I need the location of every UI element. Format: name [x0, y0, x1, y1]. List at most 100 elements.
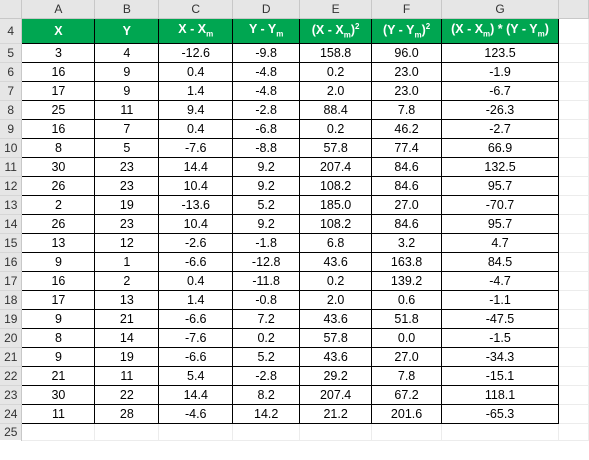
data-cell-c[interactable]: 0.4 [158, 118, 234, 139]
data-cell-a[interactable]: 16 [21, 118, 96, 139]
header-cell[interactable]: (Y - Ym)2 [371, 17, 443, 44]
data-cell-f[interactable]: 84.6 [371, 156, 443, 177]
row-number[interactable]: 6 [0, 62, 23, 82]
data-cell-c[interactable]: -6.6 [158, 308, 234, 329]
data-cell-d[interactable]: -4.8 [232, 80, 301, 101]
data-cell-b[interactable]: 21 [94, 308, 160, 329]
data-cell-e[interactable]: 57.8 [299, 137, 373, 158]
data-cell-d[interactable]: -2.8 [232, 365, 301, 386]
data-cell-g[interactable]: 123.5 [441, 42, 559, 63]
data-cell-f[interactable]: 7.8 [371, 99, 443, 120]
row-number[interactable]: 13 [0, 195, 23, 215]
row-number[interactable]: 24 [0, 404, 23, 424]
data-cell-g[interactable]: -1.1 [441, 289, 559, 310]
data-cell-a[interactable]: 26 [21, 175, 96, 196]
data-cell-b[interactable]: 22 [94, 384, 160, 405]
data-cell-a[interactable]: 9 [21, 346, 96, 367]
data-cell-c[interactable]: 0.4 [158, 270, 234, 291]
empty-cell[interactable] [558, 385, 589, 405]
column-header-a[interactable]: A [21, 0, 96, 19]
data-cell-f[interactable]: 67.2 [371, 384, 443, 405]
data-cell-g[interactable]: 118.1 [441, 384, 559, 405]
empty-cell[interactable] [558, 404, 589, 424]
empty-cell[interactable] [558, 157, 589, 177]
data-cell-e[interactable]: 207.4 [299, 384, 373, 405]
data-cell-d[interactable]: -12.8 [232, 251, 301, 272]
data-cell-c[interactable]: -12.6 [158, 42, 234, 63]
data-cell-b[interactable]: 23 [94, 213, 160, 234]
data-cell-b[interactable]: 5 [94, 137, 160, 158]
data-cell-e[interactable]: 6.8 [299, 232, 373, 253]
data-cell-d[interactable]: 14.2 [232, 403, 301, 424]
data-cell-c[interactable]: 14.4 [158, 156, 234, 177]
empty-cell[interactable] [21, 423, 96, 441]
data-cell-c[interactable]: 5.4 [158, 365, 234, 386]
data-cell-a[interactable]: 16 [21, 61, 96, 82]
data-cell-d[interactable]: -1.8 [232, 232, 301, 253]
row-number[interactable]: 9 [0, 119, 23, 139]
data-cell-c[interactable]: -2.6 [158, 232, 234, 253]
data-cell-d[interactable]: 5.2 [232, 346, 301, 367]
data-cell-d[interactable]: -4.8 [232, 61, 301, 82]
data-cell-e[interactable]: 2.0 [299, 80, 373, 101]
data-cell-d[interactable]: -6.8 [232, 118, 301, 139]
row-number[interactable]: 22 [0, 366, 23, 386]
data-cell-a[interactable]: 9 [21, 251, 96, 272]
data-cell-f[interactable]: 27.0 [371, 194, 443, 215]
data-cell-e[interactable]: 2.0 [299, 289, 373, 310]
data-cell-e[interactable]: 108.2 [299, 213, 373, 234]
data-cell-f[interactable]: 96.0 [371, 42, 443, 63]
data-cell-f[interactable]: 46.2 [371, 118, 443, 139]
data-cell-g[interactable]: -4.7 [441, 270, 559, 291]
data-cell-d[interactable]: -8.8 [232, 137, 301, 158]
data-cell-b[interactable]: 4 [94, 42, 160, 63]
data-cell-b[interactable]: 2 [94, 270, 160, 291]
data-cell-f[interactable]: 0.6 [371, 289, 443, 310]
data-cell-b[interactable]: 9 [94, 80, 160, 101]
data-cell-d[interactable]: -0.8 [232, 289, 301, 310]
data-cell-e[interactable]: 21.2 [299, 403, 373, 424]
data-cell-f[interactable]: 3.2 [371, 232, 443, 253]
data-cell-f[interactable]: 77.4 [371, 137, 443, 158]
data-cell-c[interactable]: 14.4 [158, 384, 234, 405]
data-cell-a[interactable]: 3 [21, 42, 96, 63]
row-number[interactable]: 19 [0, 309, 23, 329]
data-cell-b[interactable]: 19 [94, 346, 160, 367]
data-cell-a[interactable]: 25 [21, 99, 96, 120]
empty-cell[interactable] [558, 290, 589, 310]
data-cell-e[interactable]: 43.6 [299, 346, 373, 367]
empty-cell[interactable] [441, 423, 559, 441]
row-number[interactable]: 11 [0, 157, 23, 177]
row-number[interactable]: 21 [0, 347, 23, 367]
data-cell-a[interactable]: 8 [21, 327, 96, 348]
data-cell-g[interactable]: 132.5 [441, 156, 559, 177]
data-cell-c[interactable]: -4.6 [158, 403, 234, 424]
header-cell[interactable]: (X - Xm)2 [299, 17, 373, 44]
data-cell-e[interactable]: 0.2 [299, 118, 373, 139]
data-cell-f[interactable]: 201.6 [371, 403, 443, 424]
data-cell-b[interactable]: 1 [94, 251, 160, 272]
data-cell-a[interactable]: 16 [21, 270, 96, 291]
data-cell-g[interactable]: 84.5 [441, 251, 559, 272]
empty-cell[interactable] [558, 81, 589, 101]
data-cell-f[interactable]: 84.6 [371, 175, 443, 196]
data-cell-c[interactable]: -6.6 [158, 346, 234, 367]
empty-cell[interactable] [299, 423, 373, 441]
row-number[interactable]: 10 [0, 138, 23, 158]
row-number[interactable]: 4 [0, 18, 23, 44]
data-cell-d[interactable]: 8.2 [232, 384, 301, 405]
column-header-d[interactable]: D [232, 0, 301, 19]
data-cell-d[interactable]: 9.2 [232, 213, 301, 234]
data-cell-a[interactable]: 17 [21, 80, 96, 101]
data-cell-f[interactable]: 7.8 [371, 365, 443, 386]
data-cell-c[interactable]: -6.6 [158, 251, 234, 272]
data-cell-d[interactable]: 7.2 [232, 308, 301, 329]
data-cell-e[interactable]: 43.6 [299, 251, 373, 272]
data-cell-b[interactable]: 23 [94, 175, 160, 196]
data-cell-d[interactable]: -2.8 [232, 99, 301, 120]
data-cell-a[interactable]: 2 [21, 194, 96, 215]
data-cell-c[interactable]: -7.6 [158, 327, 234, 348]
data-cell-f[interactable]: 27.0 [371, 346, 443, 367]
data-cell-e[interactable]: 108.2 [299, 175, 373, 196]
data-cell-a[interactable]: 26 [21, 213, 96, 234]
